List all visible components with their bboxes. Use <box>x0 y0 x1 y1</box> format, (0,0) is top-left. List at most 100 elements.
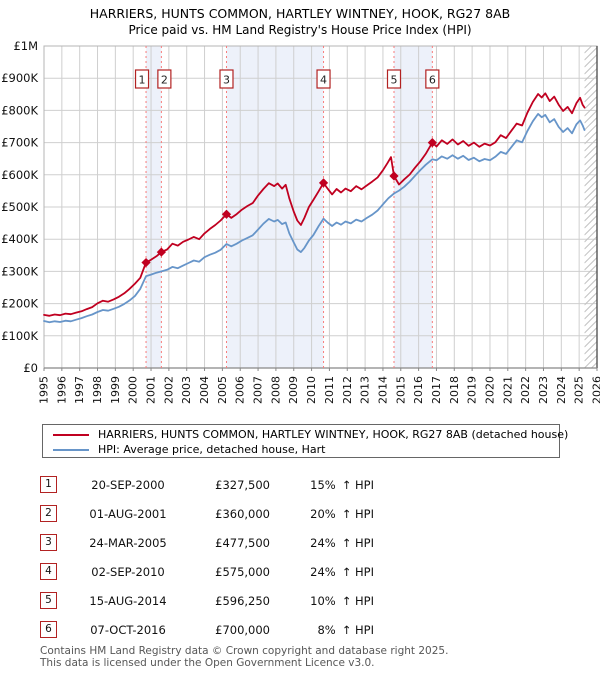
svg-text:2008: 2008 <box>269 376 282 404</box>
hpi-direction: ↑ HPI <box>341 564 374 579</box>
svg-text:£500K: £500K <box>1 200 38 214</box>
sale-date: 24-MAR-2005 <box>89 535 167 550</box>
price-line-swatch <box>53 433 89 436</box>
axes <box>43 45 598 371</box>
sale-vs-hpi: 24% ↑ HPI <box>270 536 374 550</box>
svg-text:4: 4 <box>320 74 327 87</box>
svg-text:2009: 2009 <box>287 376 300 404</box>
hpi-direction: ↑ HPI <box>341 622 374 637</box>
svg-text:£400K: £400K <box>1 232 38 246</box>
sale-vs-hpi: 8% ↑ HPI <box>270 623 374 637</box>
svg-text:2023: 2023 <box>537 376 550 404</box>
svg-text:£300K: £300K <box>1 264 38 278</box>
sale-price: £575,000 <box>215 564 270 579</box>
svg-text:2001: 2001 <box>145 376 158 404</box>
sale-price: £700,000 <box>215 622 270 637</box>
sale-date: 02-SEP-2010 <box>91 564 165 579</box>
y-axis-labels: £0 £100K £200K £300K £400K £500K £600K £700K £80… <box>1 39 38 375</box>
svg-text:1997: 1997 <box>73 376 86 404</box>
legend-label: HPI: Average price, detached house, Hart <box>98 443 326 456</box>
svg-text:2017: 2017 <box>430 376 443 404</box>
hpi-direction: ↑ HPI <box>341 477 374 492</box>
x-axis-labels: 1995 1996 1997 1998 1999 2000 2001 2002 2003 2004… <box>38 376 600 404</box>
sale-price: £360,000 <box>215 506 270 521</box>
legend-label: HARRIERS, HUNTS COMMON, HARTLEY WINTNEY,… <box>98 428 569 441</box>
svg-text:6: 6 <box>429 74 436 87</box>
svg-text:2015: 2015 <box>394 376 407 404</box>
table-row: 6 07-OCT-2016 £700,000 8% ↑ HPI <box>0 615 600 644</box>
legend-item-hpi: HPI: Average price, detached house, Hart <box>49 442 559 457</box>
svg-text:2022: 2022 <box>519 376 532 404</box>
svg-text:2000: 2000 <box>127 376 140 404</box>
sale-number-badge: 2 <box>40 505 57 522</box>
sale-price: £327,500 <box>215 477 270 492</box>
sale-vs-hpi: 15% ↑ HPI <box>270 478 374 492</box>
sales-table: 1 20-SEP-2000 £327,500 15% ↑ HPI 2 01-AUG… <box>0 470 600 644</box>
svg-text:2019: 2019 <box>466 376 479 404</box>
svg-text:£600K: £600K <box>1 168 38 182</box>
sale-vs-hpi: 10% ↑ HPI <box>270 594 374 608</box>
table-row: 2 01-AUG-2001 £360,000 20% ↑ HPI <box>0 499 600 528</box>
svg-text:£0: £0 <box>23 361 38 375</box>
sale-vs-hpi: 24% ↑ HPI <box>270 565 374 579</box>
svg-text:2024: 2024 <box>555 376 568 404</box>
svg-text:2: 2 <box>161 74 168 87</box>
svg-text:£700K: £700K <box>1 136 38 150</box>
sale-number-badge: 6 <box>40 621 57 638</box>
svg-text:2004: 2004 <box>198 376 211 404</box>
hpi-percent: 20% <box>310 506 336 521</box>
svg-text:2026: 2026 <box>591 376 600 404</box>
svg-text:£200K: £200K <box>1 297 38 311</box>
svg-text:1995: 1995 <box>38 376 51 404</box>
svg-text:£100K: £100K <box>1 329 38 343</box>
sale-date-lines <box>145 46 433 368</box>
svg-text:2018: 2018 <box>448 376 461 404</box>
svg-text:£900K: £900K <box>1 71 38 85</box>
svg-text:2010: 2010 <box>305 376 318 404</box>
sale-markers <box>141 138 437 268</box>
sale-price: £477,500 <box>215 535 270 550</box>
sale-date: 01-AUG-2001 <box>89 506 167 521</box>
sale-date: 15-AUG-2014 <box>89 593 167 608</box>
svg-text:1996: 1996 <box>55 376 68 404</box>
hpi-direction: ↑ HPI <box>341 506 374 521</box>
hpi-direction: ↑ HPI <box>341 593 374 608</box>
price-paid-line <box>43 92 586 317</box>
svg-text:2005: 2005 <box>216 376 229 404</box>
svg-text:1998: 1998 <box>91 376 104 404</box>
sale-price: £596,250 <box>215 593 270 608</box>
svg-text:2014: 2014 <box>376 376 389 404</box>
svg-text:2021: 2021 <box>501 376 514 404</box>
price-chart: 1 2 3 4 5 6 £0 £100K £200K £300K £400K £500K £600K £7… <box>0 39 600 420</box>
svg-text:1: 1 <box>139 74 146 87</box>
sale-number-badge: 5 <box>40 592 57 609</box>
license-line-1: Contains HM Land Registry data © Crown c… <box>40 645 449 657</box>
svg-text:2007: 2007 <box>252 376 265 404</box>
table-row: 1 20-SEP-2000 £327,500 15% ↑ HPI <box>0 470 600 499</box>
svg-text:2003: 2003 <box>180 376 193 404</box>
sale-date: 20-SEP-2000 <box>91 477 165 492</box>
table-row: 4 02-SEP-2010 £575,000 24% ↑ HPI <box>0 557 600 586</box>
svg-text:2006: 2006 <box>234 376 247 404</box>
svg-text:5: 5 <box>390 74 397 87</box>
hpi-percent: 8% <box>317 622 336 637</box>
table-row: 5 15-AUG-2014 £596,250 10% ↑ HPI <box>0 586 600 615</box>
license-line-2: This data is licensed under the Open Gov… <box>40 657 375 669</box>
svg-text:2016: 2016 <box>412 376 425 404</box>
chart-legend: HARRIERS, HUNTS COMMON, HARTLEY WINTNEY,… <box>42 424 568 458</box>
legend-item-price-paid: HARRIERS, HUNTS COMMON, HARTLEY WINTNEY,… <box>49 427 568 442</box>
svg-text:2020: 2020 <box>483 376 496 404</box>
sale-number-labels: 1 2 3 4 5 6 <box>134 69 440 89</box>
price-chart-canvas: 1 2 3 4 5 6 £0 £100K £200K £300K £400K £500K £600K £7… <box>1 39 600 404</box>
svg-text:2025: 2025 <box>573 376 586 404</box>
hpi-percent: 10% <box>310 593 336 608</box>
sale-number-badge: 3 <box>40 534 57 551</box>
page-subtitle: Price paid vs. HM Land Registry's House … <box>128 23 472 37</box>
svg-text:3: 3 <box>223 74 230 87</box>
chart-header: HARRIERS, HUNTS COMMON, HARTLEY WINTNEY,… <box>0 5 600 38</box>
hpi-percent: 24% <box>310 535 336 550</box>
license-note: Contains HM Land Registry data © Crown c… <box>40 645 448 669</box>
future-hatch <box>584 46 597 368</box>
hpi-percent: 24% <box>310 564 336 579</box>
